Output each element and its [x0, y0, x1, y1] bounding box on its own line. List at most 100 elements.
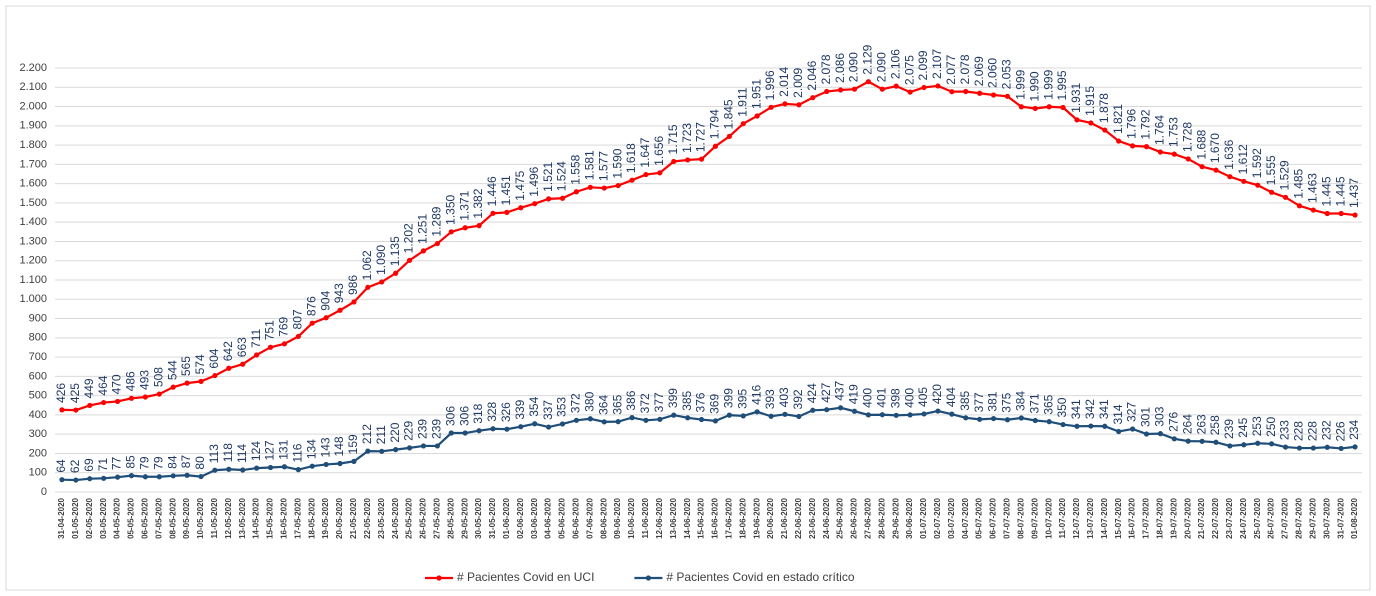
data-label: 1.999 — [1014, 69, 1028, 99]
data-label: 392 — [791, 389, 805, 409]
point — [1185, 438, 1191, 444]
data-label: 2.107 — [930, 49, 944, 79]
x-tick-label: 11-05-2020 — [210, 497, 219, 538]
data-label: 226 — [1333, 421, 1347, 441]
point — [156, 391, 162, 397]
data-label: 2.078 — [819, 54, 833, 84]
data-label: 371 — [1027, 393, 1041, 413]
point — [1255, 182, 1261, 188]
point — [1282, 194, 1289, 200]
point — [1338, 445, 1344, 452]
data-label: 1.656 — [652, 135, 666, 165]
x-tick-label: 28-06-2020 — [877, 497, 886, 538]
point — [907, 412, 913, 418]
data-label: 220 — [388, 422, 402, 442]
point — [1241, 178, 1247, 184]
y-tick-label: 500 — [29, 390, 47, 402]
x-tick-label: 13-06-2020 — [669, 497, 678, 538]
y-tick-label: 2.200 — [19, 62, 47, 74]
data-label: 377 — [972, 392, 986, 412]
point — [87, 402, 93, 409]
point — [1213, 167, 1219, 173]
data-label: 1.135 — [388, 236, 402, 266]
data-label: 116 — [290, 443, 304, 462]
point — [198, 473, 204, 480]
data-label: 1.090 — [374, 245, 388, 275]
data-label: 276 — [1166, 411, 1180, 431]
data-label: 2.075 — [902, 55, 916, 85]
point — [629, 177, 635, 183]
y-tick-label: 1.100 — [19, 274, 47, 286]
point — [963, 88, 969, 95]
x-tick-label: 25-05-2020 — [405, 497, 414, 538]
point — [406, 445, 413, 451]
data-label: 1.715 — [666, 124, 680, 154]
point — [1102, 127, 1108, 133]
data-label: 365 — [610, 394, 624, 414]
data-label: 341 — [1097, 399, 1111, 419]
data-label: 1.485 — [1292, 168, 1306, 198]
point — [309, 463, 315, 469]
data-label: 233 — [1278, 420, 1292, 440]
data-label: 380 — [582, 391, 596, 411]
data-label: 253 — [1250, 416, 1264, 436]
point — [1046, 419, 1052, 425]
data-label: 1.636 — [1222, 139, 1236, 169]
point — [1324, 210, 1330, 217]
data-label: 1.845 — [722, 99, 736, 129]
data-label: 1.995 — [1055, 70, 1069, 100]
data-label: 239 — [430, 419, 444, 439]
point — [1032, 417, 1038, 424]
point — [754, 113, 760, 119]
point — [379, 448, 385, 454]
point — [851, 408, 858, 414]
data-label: 574 — [193, 354, 207, 374]
data-label: 1.521 — [541, 162, 555, 192]
data-label: 1.496 — [527, 166, 541, 196]
data-label: 353 — [555, 397, 569, 417]
data-label: 399 — [666, 388, 680, 408]
point — [532, 201, 538, 207]
data-label: 405 — [916, 387, 930, 407]
data-label: 2.129 — [861, 44, 875, 74]
point — [907, 89, 913, 95]
point — [893, 412, 899, 418]
data-label: 1.911 — [735, 87, 749, 116]
data-label: 372 — [569, 393, 583, 413]
data-label: 419 — [847, 384, 861, 404]
data-label: 124 — [249, 441, 263, 461]
point — [73, 477, 79, 483]
data-label: 427 — [819, 382, 833, 402]
x-tick-label: 10-07-2020 — [1044, 497, 1053, 538]
point — [865, 79, 871, 85]
point — [657, 170, 663, 176]
x-tick-label: 25-06-2020 — [836, 497, 845, 538]
data-label: 1.727 — [694, 122, 708, 152]
data-label: 337 — [541, 400, 555, 420]
x-tick-label: 01-08-2020 — [1350, 497, 1359, 538]
data-label: 807 — [290, 309, 304, 329]
point — [1310, 445, 1316, 451]
point — [254, 352, 260, 358]
point — [323, 315, 329, 321]
data-label: 1.996 — [763, 70, 777, 100]
point — [170, 473, 176, 479]
x-tick-label: 31-05-2020 — [488, 497, 497, 538]
point — [448, 430, 454, 436]
data-label: 69 — [82, 458, 96, 472]
data-label: 2.069 — [972, 56, 986, 86]
data-label: 1.915 — [1083, 86, 1097, 116]
point — [559, 195, 566, 201]
data-label: 711 — [249, 329, 263, 348]
point — [671, 158, 677, 165]
data-label: 1.590 — [610, 148, 624, 178]
data-label: 401 — [874, 387, 888, 407]
point — [1102, 423, 1108, 429]
data-label: 1.524 — [555, 161, 569, 191]
x-tick-label: 26-06-2020 — [850, 497, 859, 538]
point — [712, 418, 719, 424]
point — [977, 416, 983, 422]
point — [226, 365, 232, 371]
point — [212, 372, 218, 379]
point — [698, 156, 705, 162]
